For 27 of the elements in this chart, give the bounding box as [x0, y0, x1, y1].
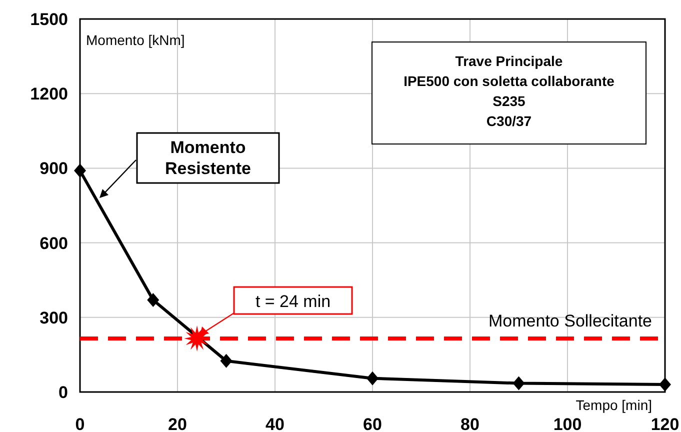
y-tick-label: 300	[40, 308, 68, 328]
y-tick-label: 0	[58, 383, 68, 402]
point	[220, 354, 232, 368]
y-tick-label: 600	[40, 234, 68, 253]
point	[512, 376, 525, 390]
point	[184, 326, 210, 352]
y-tick-label: 1200	[30, 84, 68, 104]
point	[659, 378, 671, 392]
annotation: Trave Principale IPE500 con soletta collaborante S235 C30/37	[404, 53, 615, 129]
annotation: Momento Resistente	[165, 138, 251, 178]
x-tick-label: 60	[363, 415, 382, 432]
y-tick-label: 1500	[30, 10, 68, 29]
x-tick-label: 0	[75, 415, 85, 432]
x-tick-label: 20	[168, 415, 187, 432]
x-tick-label: 100	[553, 415, 582, 432]
x-tick-label: 80	[460, 415, 480, 432]
x-tick-label: 40	[266, 415, 284, 432]
y-tick-label: 900	[40, 159, 68, 178]
y-axis-title: Momento [kNm]	[86, 32, 185, 48]
point	[366, 371, 378, 386]
point	[74, 164, 86, 178]
annotation: t = 24 min	[255, 292, 331, 311]
point	[147, 292, 160, 307]
x-tick-label: 120	[650, 415, 680, 432]
text-box: Trave Principale IPE500 con soletta collaborante S235 C30/37	[372, 42, 646, 144]
x-axis-title: Tempo [min]	[576, 397, 652, 413]
ref-line-label: Momento Sollecitante	[488, 312, 652, 331]
